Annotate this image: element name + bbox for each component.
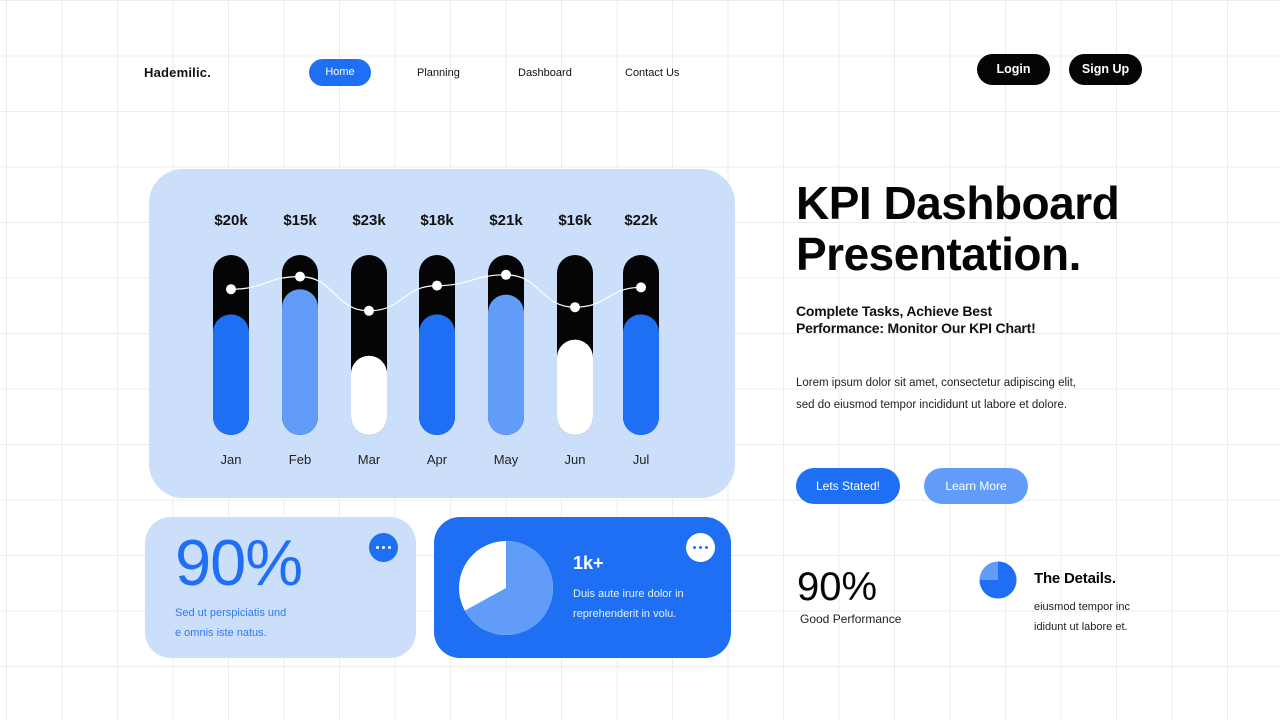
performance-desc-line1: Sed ut perspiciatis und	[175, 607, 287, 619]
pie-slice-main	[464, 541, 553, 635]
bar-value-label: $22k	[624, 212, 658, 229]
bar-value-label: $23k	[352, 212, 386, 229]
bar-fill	[351, 355, 387, 435]
bar-fill	[488, 294, 524, 435]
hero-title-line1: KPI Dashboard	[796, 177, 1120, 229]
details-body: eiusmod tempor inc ididunt ut labore et.	[1034, 597, 1130, 637]
bar-group-feb: $15k Feb	[282, 212, 318, 467]
performance-desc-line2: e omnis iste natus.	[175, 627, 267, 639]
more-dots-icon[interactable]	[369, 533, 398, 562]
trend-point	[364, 305, 374, 316]
stat-value: 90%	[797, 565, 878, 609]
trend-point	[636, 282, 646, 293]
kpi-chart-card: $20k Jan $15k Feb $23k Mar $18k Apr $21k May $16k J…	[149, 169, 735, 498]
bar-category-label: Mar	[358, 452, 381, 467]
users-desc: Duis aute irure dolor in reprehenderit i…	[573, 584, 684, 624]
brand-logo[interactable]: Hademilic.	[144, 65, 212, 80]
bar-category-label: Jun	[565, 452, 586, 467]
signup-button[interactable]: Sign Up	[1069, 54, 1142, 85]
details-body-line1: eiusmod tempor inc	[1034, 601, 1130, 613]
bar-value-label: $16k	[558, 212, 592, 229]
nav-dashboard[interactable]: Dashboard	[518, 67, 572, 79]
bar-group-jan: $20k Jan	[213, 212, 249, 467]
nav-contact-us[interactable]: Contact Us	[625, 67, 680, 79]
performance-value: 90%	[175, 526, 303, 599]
hero-subtitle-line2: Performance: Monitor Our KPI Chart!	[796, 320, 1036, 336]
learn-more-button[interactable]: Learn More	[924, 468, 1028, 504]
stat-label: Good Performance	[800, 612, 902, 626]
hero-body: Lorem ipsum dolor sit amet, consectetur …	[796, 372, 1076, 416]
nav-home[interactable]: Home	[309, 59, 371, 86]
users-value: 1k+	[573, 553, 604, 573]
bar-category-label: Jul	[633, 452, 650, 467]
details-body-line2: ididunt ut labore et.	[1034, 621, 1128, 633]
hero-title: KPI Dashboard Presentation.	[796, 177, 1120, 280]
trend-point	[570, 302, 580, 313]
pie-slice-main	[979, 561, 1017, 599]
bar-group-jun: $16k Jun	[557, 212, 593, 467]
trend-point	[501, 269, 511, 280]
trend-point	[432, 280, 442, 291]
kpi-bar-chart: $20k Jan $15k Feb $23k Mar $18k Apr $21k May $16k J…	[213, 212, 659, 467]
bar-group-may: $21k May	[488, 212, 524, 467]
bar-value-label: $18k	[420, 212, 454, 229]
bar-fill	[419, 314, 455, 435]
bar-value-label: $20k	[214, 212, 248, 229]
bar-category-label: Feb	[289, 452, 311, 467]
bar-group-jul: $22k Jul	[623, 212, 659, 467]
users-card	[434, 517, 731, 658]
login-button[interactable]: Login	[977, 54, 1050, 85]
details-title: The Details.	[1034, 570, 1116, 587]
bar-group-apr: $18k Apr	[419, 212, 455, 467]
hero-body-line2: sed do eiusmod tempor incididunt ut labo…	[796, 399, 1068, 411]
bar-group-mar: $23k Mar	[351, 212, 387, 467]
bar-fill	[623, 314, 659, 435]
hero-subtitle-line1: Complete Tasks, Achieve Best	[796, 303, 992, 319]
hero-subtitle: Complete Tasks, Achieve Best Performance…	[796, 303, 1036, 337]
users-desc-line2: reprehenderit in volu.	[573, 608, 677, 620]
hero-body-line1: Lorem ipsum dolor sit amet, consectetur …	[796, 377, 1076, 389]
trend-point	[226, 284, 236, 295]
bar-value-label: $21k	[489, 212, 523, 229]
bar-category-label: Jan	[221, 452, 242, 467]
details-pie-icon	[979, 561, 1017, 599]
bar-category-label: Apr	[427, 452, 448, 467]
nav-planning[interactable]: Planning	[417, 67, 460, 79]
users-desc-line1: Duis aute irure dolor in	[573, 588, 684, 600]
bar-fill	[213, 314, 249, 435]
hero-title-line2: Presentation.	[796, 228, 1081, 280]
users-pie-chart	[459, 541, 553, 635]
get-started-button[interactable]: Lets Stated!	[796, 468, 900, 504]
performance-desc: Sed ut perspiciatis und e omnis iste nat…	[175, 603, 286, 643]
bar-fill	[282, 289, 318, 435]
bar-category-label: May	[494, 452, 519, 467]
bar-value-label: $15k	[283, 212, 317, 229]
more-dots-icon[interactable]	[686, 533, 715, 562]
trend-point	[295, 271, 305, 282]
bar-fill	[557, 339, 593, 435]
